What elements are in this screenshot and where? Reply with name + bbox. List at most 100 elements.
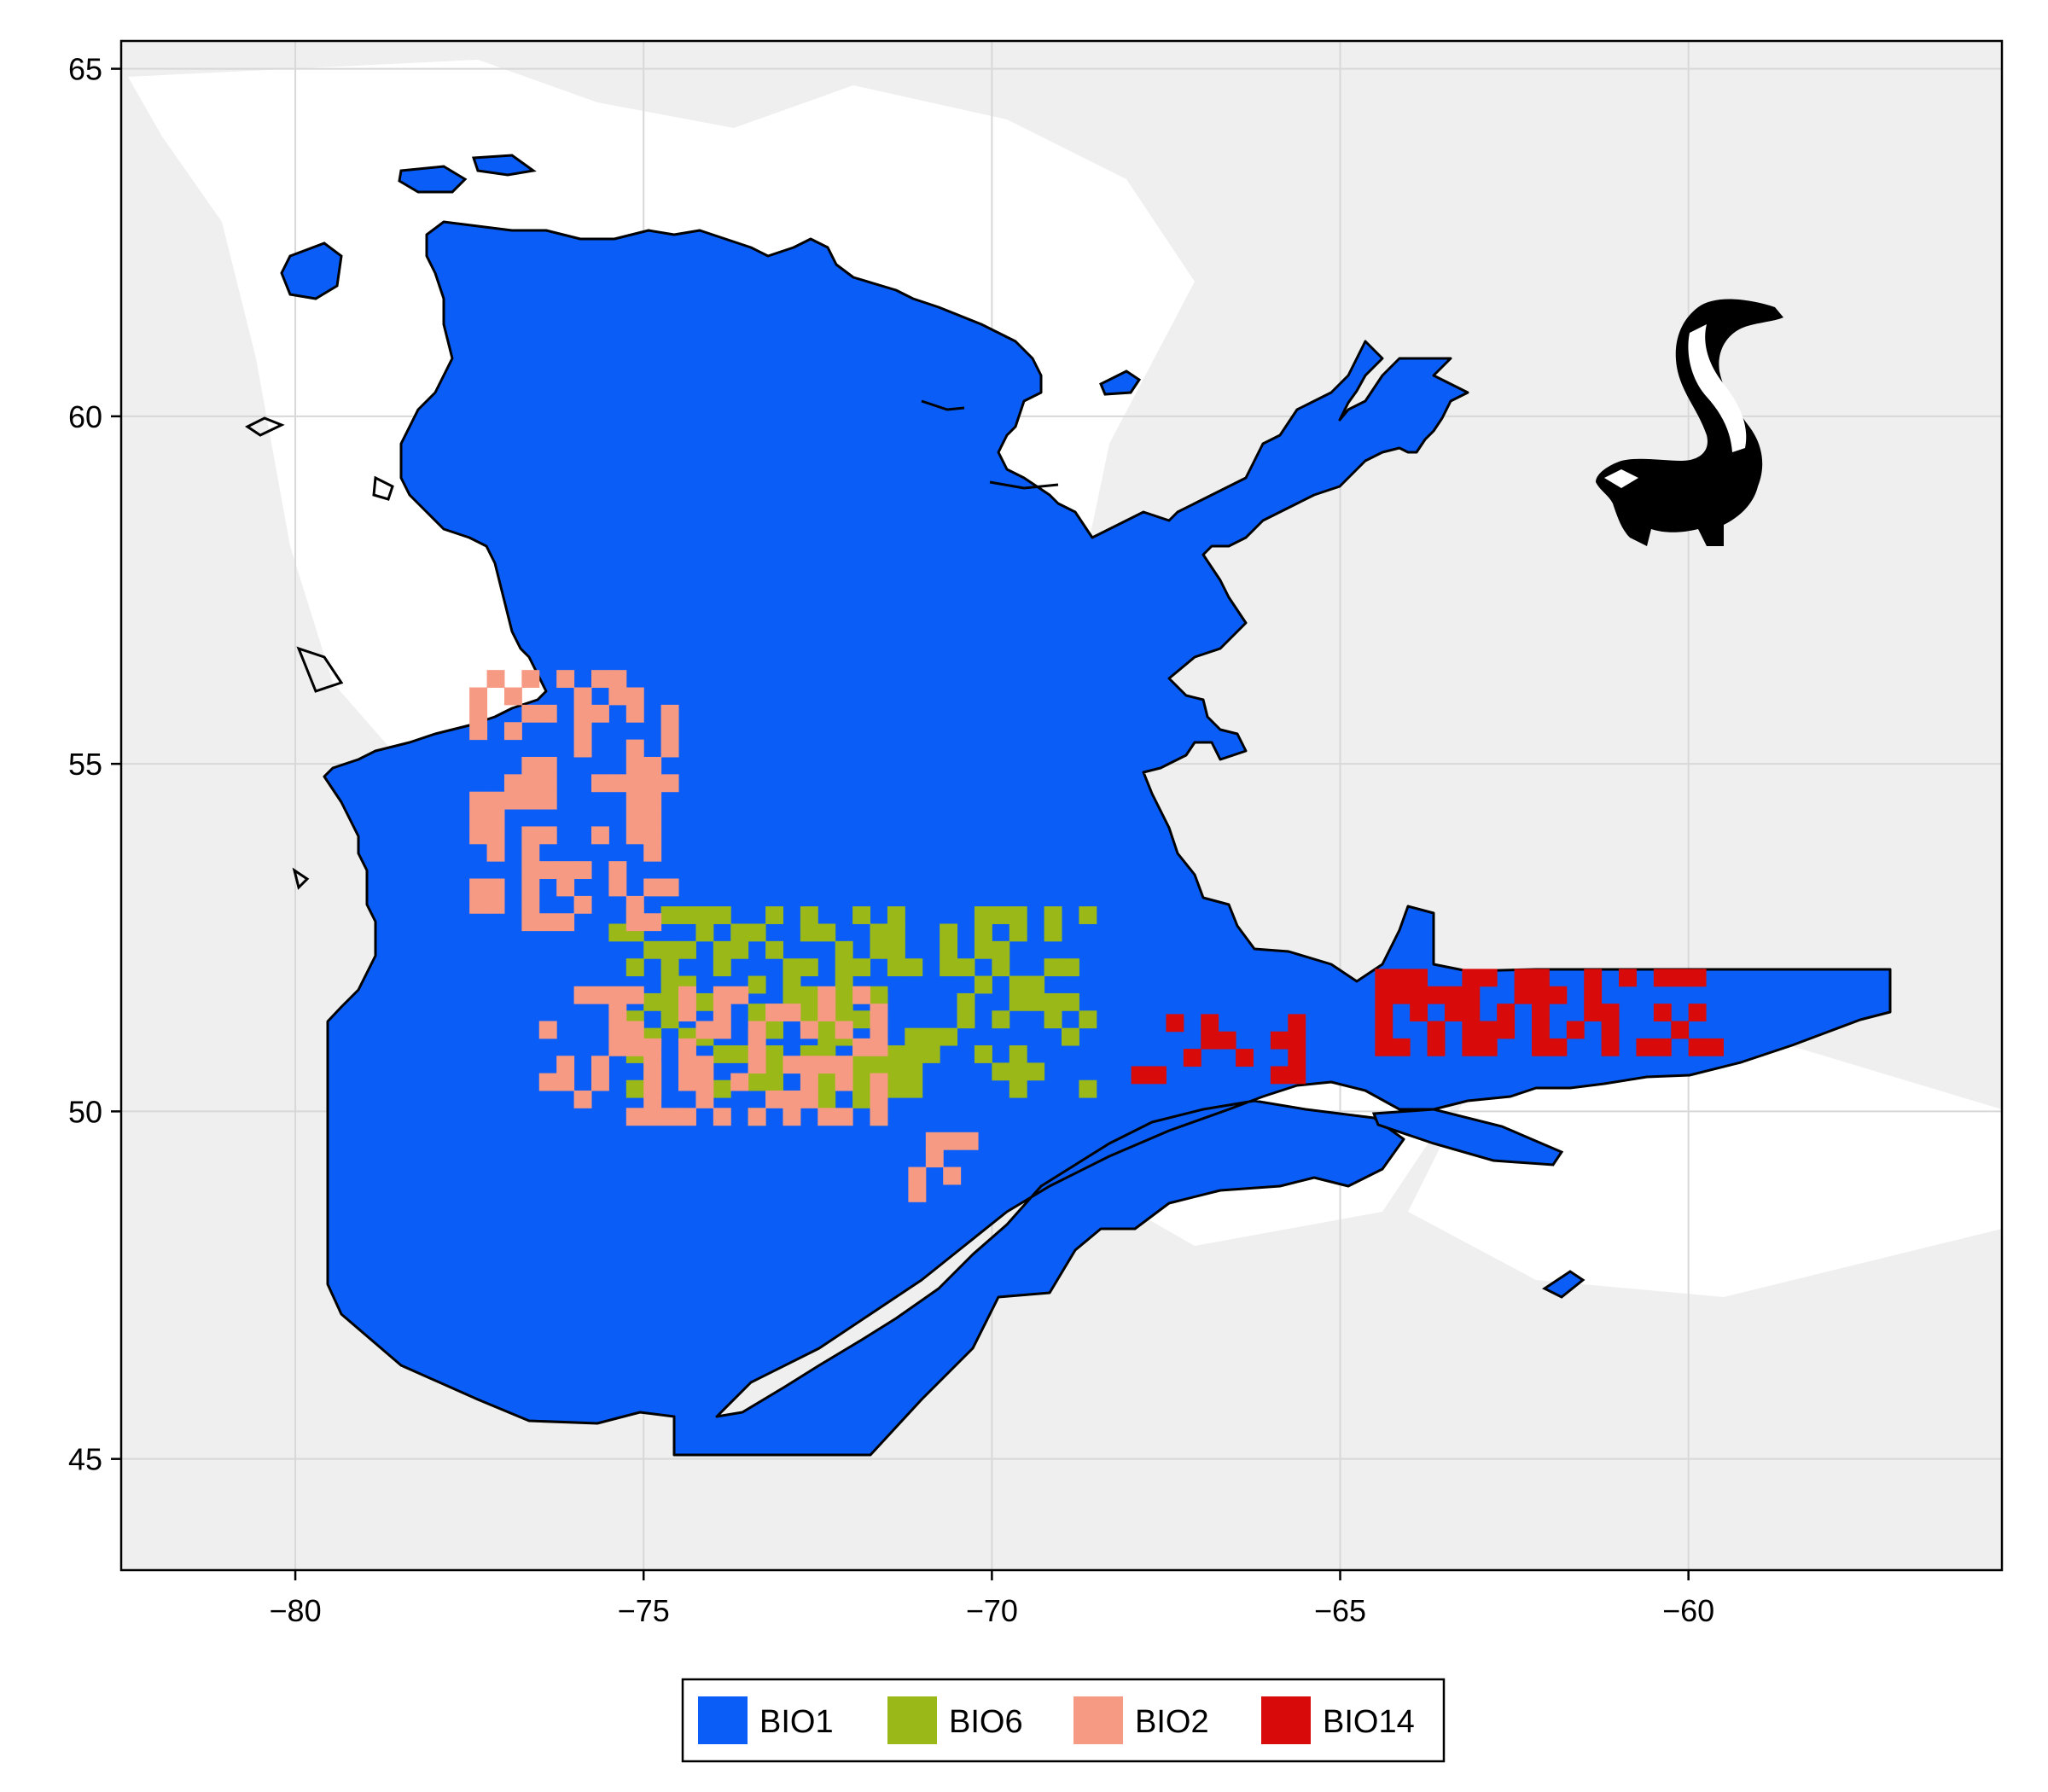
axes-frame	[119, 39, 2004, 1572]
pixel-bio2	[625, 826, 644, 845]
pixel-bio6	[1044, 958, 1062, 977]
pixel-bio14	[1532, 986, 1550, 1004]
pixel-bio6	[695, 906, 714, 924]
pixel-bio2	[695, 1056, 714, 1074]
pixel-bio6	[643, 992, 662, 1011]
pixel-bio6	[940, 1027, 958, 1046]
pixel-bio2	[925, 1149, 944, 1168]
pixel-bio14	[1479, 1021, 1498, 1039]
pixel-bio2	[538, 704, 557, 723]
pixel-bio2	[486, 826, 505, 845]
pixel-bio2	[765, 1090, 783, 1108]
pixel-bio2	[817, 1056, 836, 1074]
pixel-bio6	[957, 992, 975, 1011]
pixel-bio2	[486, 670, 505, 689]
skunk-icon	[1596, 299, 1783, 546]
pixel-bio2	[643, 791, 662, 810]
pixel-bio14	[1392, 1038, 1411, 1056]
pixel-bio6	[974, 923, 992, 942]
pixel-bio2	[852, 1038, 871, 1056]
pixel-bio2	[678, 986, 696, 1004]
pixel-bio2	[678, 1073, 696, 1091]
legend-label-bio14: BIO14	[1323, 1704, 1415, 1740]
legend-swatch-bio1	[698, 1696, 748, 1744]
pixel-bio6	[660, 958, 679, 977]
pixel-bio14	[1462, 969, 1481, 987]
pixel-bio2	[730, 1073, 749, 1091]
pixel-bio6	[992, 940, 1010, 959]
pixel-bio2	[678, 1108, 696, 1126]
pixel-bio6	[974, 906, 992, 924]
pixel-bio14	[1549, 1038, 1568, 1056]
pixel-bio6	[660, 1010, 679, 1029]
pixel-bio6	[1062, 958, 1079, 977]
pixel-bio14	[1584, 969, 1603, 987]
pixel-bio14	[1653, 1004, 1672, 1022]
pixel-bio6	[695, 992, 714, 1011]
pixel-bio2	[625, 739, 644, 758]
pixel-bio2	[730, 986, 749, 1004]
legend-swatch-bio2	[1073, 1696, 1123, 1744]
y-axis: 45 50 55 60 65	[68, 52, 121, 1477]
pixel-bio6	[835, 958, 853, 977]
pixel-bio2	[765, 1004, 783, 1022]
pixel-bio6	[974, 940, 992, 959]
pixel-bio6	[817, 1021, 836, 1039]
pixel-bio2	[521, 826, 540, 845]
pixel-bio6	[887, 923, 905, 942]
pixel-bio2	[556, 913, 575, 932]
pixel-bio2	[591, 774, 609, 793]
pixel-bio2	[538, 861, 557, 880]
pixel-bio6	[957, 1010, 975, 1029]
pixel-bio2	[660, 1108, 679, 1126]
pixel-bio2	[943, 1167, 962, 1185]
pixel-bio2	[469, 687, 488, 706]
island-belcher	[280, 241, 343, 300]
pixel-bio6	[835, 992, 853, 1011]
pixel-bio14	[1549, 986, 1568, 1004]
pixel-bio2	[870, 1073, 888, 1091]
pixel-bio2	[695, 1073, 714, 1091]
x-tick-label: −65	[1314, 1593, 1366, 1628]
pixel-bio2	[835, 1056, 853, 1074]
island-north-1	[398, 165, 468, 194]
x-tick-label: −60	[1662, 1593, 1714, 1628]
pixel-bio14	[1392, 969, 1411, 987]
pixel-bio2	[608, 878, 627, 897]
pixel-bio2	[625, 986, 644, 1004]
pixel-bio2	[469, 809, 488, 827]
pixel-bio2	[643, 1038, 662, 1056]
pixel-bio2	[800, 1056, 818, 1074]
pixel-bio14	[1270, 1066, 1289, 1085]
pixel-bio6	[887, 940, 905, 959]
pixel-bio2	[695, 1090, 714, 1108]
pixel-bio6	[765, 1045, 783, 1063]
pixel-bio6	[940, 958, 958, 977]
pixel-bio2	[835, 1073, 853, 1091]
pixel-bio6	[1009, 1062, 1027, 1081]
pixel-bio6	[852, 906, 871, 924]
pixel-bio2	[800, 1073, 818, 1091]
pixel-bio2	[608, 861, 627, 880]
pixel-bio14	[1566, 1021, 1585, 1039]
pixel-bio6	[713, 906, 731, 924]
legend-label-bio6: BIO6	[949, 1704, 1023, 1740]
pixel-bio6	[852, 958, 871, 977]
pixel-bio6	[800, 923, 818, 942]
pixel-bio2	[608, 687, 627, 706]
pixel-bio2	[783, 1056, 801, 1074]
pixel-bio6	[1027, 975, 1045, 994]
island-north-2	[471, 154, 537, 177]
pixel-bio14	[1444, 1004, 1463, 1022]
pixel-bio2	[521, 704, 540, 723]
pixel-bio2	[643, 843, 662, 862]
pixel-bio14	[1688, 969, 1707, 987]
pixel-bio6	[905, 958, 923, 977]
pixel-bio6	[905, 1079, 923, 1098]
pixel-bio14	[1149, 1066, 1167, 1085]
variable-pixels	[469, 670, 1724, 1202]
x-tick-label: −80	[270, 1593, 322, 1628]
pixel-bio6	[1009, 906, 1027, 924]
pixel-bio14	[1601, 1004, 1620, 1022]
pixel-bio2	[748, 1056, 766, 1074]
